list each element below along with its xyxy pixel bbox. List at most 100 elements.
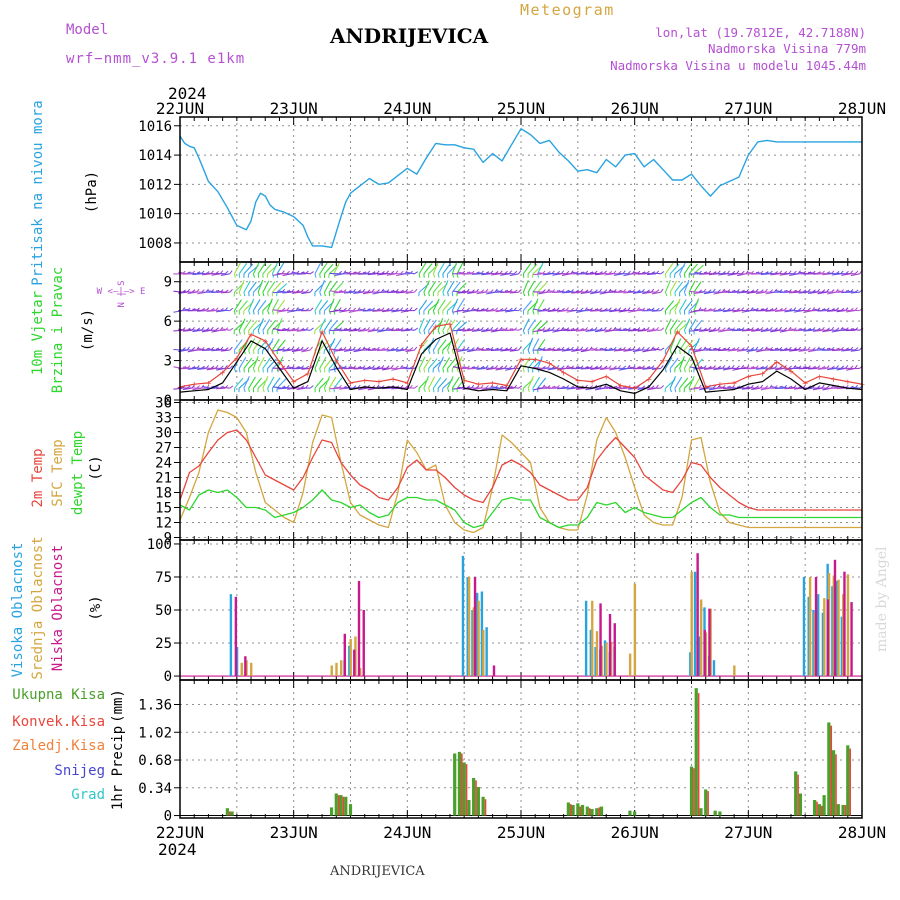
wind-barb (552, 349, 562, 352)
precip-bar-convective (797, 774, 799, 816)
wind-barb (358, 273, 368, 275)
cloud-bar-mid (837, 579, 840, 677)
wind-barb (381, 348, 391, 351)
wind-barb (669, 337, 676, 351)
wind-barb (575, 329, 585, 332)
wind-barb (632, 328, 642, 331)
wind-barb (437, 378, 448, 389)
wind-barb-tick (679, 349, 681, 355)
wind-barb-tick (513, 289, 518, 293)
wind-barb (272, 349, 282, 352)
wind-barb (243, 263, 254, 275)
wind-barb (423, 280, 431, 293)
wind-barb-tick (267, 388, 270, 393)
wind-barb (339, 387, 349, 390)
model-name: wrf−nmm_v3.9.1 e1km (66, 51, 245, 67)
wind-barb-tick (276, 368, 279, 373)
wind-barb-tick (428, 388, 431, 393)
wind-barb (287, 348, 297, 351)
wind-barb (333, 338, 342, 351)
precip-bar-convective (598, 807, 600, 816)
precip-bar-total (580, 804, 585, 816)
wind-barb (533, 329, 543, 333)
wind-barb (314, 356, 321, 369)
wind-gust-marker: + (731, 379, 738, 388)
wind-barb (699, 291, 709, 293)
wind-barb-tick (660, 385, 665, 389)
wind-barb (552, 386, 562, 389)
wind-barb-tick (683, 292, 687, 297)
wind-barb (594, 273, 604, 276)
precip-bar-total (628, 810, 632, 816)
wind-barb (481, 273, 491, 276)
wind-gust-marker: + (262, 337, 269, 346)
y-tick-label: 0.34 (138, 781, 172, 797)
wind-barb (561, 291, 571, 294)
wind-gust-marker: + (276, 358, 283, 367)
precip-bar-convective (228, 811, 231, 816)
y-tick-label: 27 (155, 441, 172, 457)
wind-barb (267, 298, 273, 311)
wind-barb (751, 366, 761, 370)
wind-barb-tick (679, 273, 682, 278)
wind-gust-marker: + (788, 367, 795, 376)
wind-barb (187, 328, 197, 331)
cloud-bar-low (362, 610, 365, 677)
wind-barb-tick (414, 307, 418, 312)
wind-barb-tick (229, 289, 233, 293)
wind-barb (812, 273, 822, 275)
temp-ylabel: 2m Temp SFC Temp dewpt Temp (C) (30, 431, 104, 515)
wind-barb (442, 280, 449, 293)
wind-barb (485, 310, 495, 312)
wind-barb (173, 329, 183, 332)
wind-barb-tick (252, 273, 255, 278)
wind-barb (538, 329, 548, 331)
wind-barb-tick (418, 330, 422, 335)
wind-barb-tick (418, 368, 421, 373)
date-label-bottom: 22JUN (156, 823, 204, 842)
wind-barb (386, 309, 396, 312)
date-label-top: 27JUN (724, 99, 772, 118)
wind-barb-tick (527, 388, 530, 393)
wind-barb (713, 272, 723, 275)
wind-barb (522, 280, 529, 293)
wind-gust-marker: + (773, 358, 780, 367)
wind-barb-tick (513, 347, 518, 351)
wind-barb-tick (238, 368, 241, 373)
wind-barb (485, 367, 496, 371)
wind-barb (789, 291, 799, 294)
wind-barb (651, 329, 661, 331)
wind-barb (339, 290, 349, 293)
cloud-bar-low (234, 596, 238, 677)
wind-barb-tick (271, 273, 275, 278)
wind-barb-tick (309, 327, 314, 331)
wind-barb (405, 291, 415, 294)
wind-barb (604, 367, 614, 370)
cloud-bar-high (802, 576, 806, 677)
wind-ylabel: 10m Vjetar Brzina i Pravac (m/s) W <—|—>… (30, 267, 145, 393)
precip-bar-total (841, 804, 845, 816)
wind-barb (793, 290, 803, 293)
wind-barb (428, 358, 438, 369)
wind-barb (537, 377, 547, 389)
precip-ylabel: 1hr Precip (110, 726, 126, 810)
wind-barb (542, 367, 552, 370)
year-top: 2024 (168, 84, 207, 103)
wind-barb (822, 308, 832, 312)
wind-barb (381, 272, 391, 275)
wind-barb (272, 386, 282, 389)
wind-barb (538, 310, 548, 312)
wind-barb (423, 263, 433, 275)
wind-barb (329, 387, 339, 390)
wind-barb (423, 318, 431, 331)
wind-barb (372, 367, 382, 371)
y-tick-label: 1014 (138, 148, 172, 164)
wind-barb (490, 273, 500, 276)
wind-barb-tick (319, 292, 322, 297)
wind-gust-marker: + (702, 383, 709, 392)
cloud-bar-mid (628, 653, 632, 677)
wind-barb (451, 320, 462, 331)
wind-barb (201, 308, 211, 312)
cloud-bar-mid (349, 639, 352, 677)
wind-barb (722, 310, 732, 313)
